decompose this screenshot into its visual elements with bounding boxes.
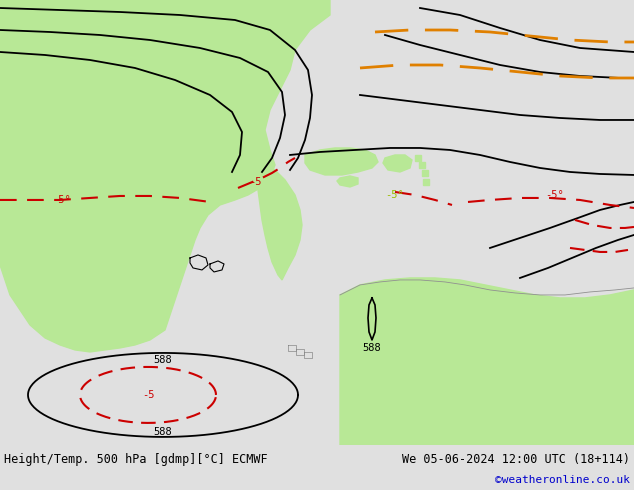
Text: We 05-06-2024 12:00 UTC (18+114): We 05-06-2024 12:00 UTC (18+114) bbox=[402, 453, 630, 466]
Polygon shape bbox=[0, 0, 330, 352]
Polygon shape bbox=[258, 165, 302, 280]
Polygon shape bbox=[383, 155, 412, 172]
Polygon shape bbox=[0, 105, 25, 132]
Text: 588: 588 bbox=[363, 343, 382, 353]
Text: -5: -5 bbox=[249, 177, 261, 187]
Text: -5°: -5° bbox=[385, 190, 404, 200]
Text: 588: 588 bbox=[153, 355, 172, 365]
Polygon shape bbox=[340, 278, 634, 445]
Polygon shape bbox=[337, 176, 358, 187]
Polygon shape bbox=[415, 155, 421, 161]
Polygon shape bbox=[419, 162, 425, 168]
Text: Height/Temp. 500 hPa [gdmp][°C] ECMWF: Height/Temp. 500 hPa [gdmp][°C] ECMWF bbox=[4, 453, 268, 466]
Polygon shape bbox=[422, 170, 428, 176]
Polygon shape bbox=[0, 50, 32, 95]
Polygon shape bbox=[423, 179, 429, 185]
Text: -5°: -5° bbox=[53, 195, 72, 205]
Polygon shape bbox=[305, 148, 378, 175]
Text: 588: 588 bbox=[153, 427, 172, 437]
Text: -5: -5 bbox=[142, 390, 154, 400]
Text: ©weatheronline.co.uk: ©weatheronline.co.uk bbox=[495, 475, 630, 485]
Text: -5°: -5° bbox=[546, 190, 564, 200]
